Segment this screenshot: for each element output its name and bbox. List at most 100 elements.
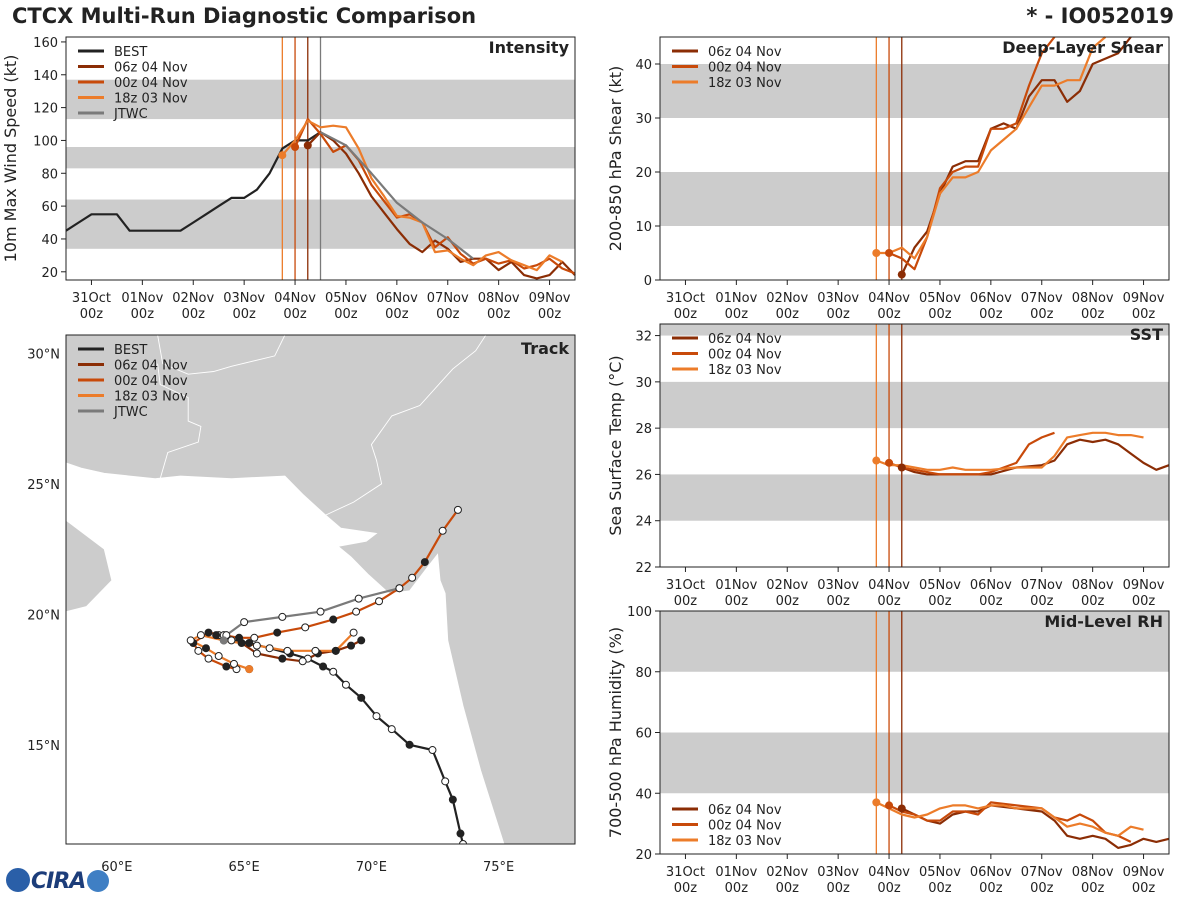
track-point-06z-04-nov (278, 654, 287, 663)
x-tick-label: 04Nov (868, 291, 910, 306)
track-point-best (329, 667, 338, 676)
track-point-jtwc (278, 612, 287, 621)
series-jtwc (319, 131, 474, 260)
x-tick-sublabel: 00z (1132, 307, 1156, 322)
panel-title: Intensity (489, 38, 570, 57)
x-tick-sublabel: 00z (826, 881, 850, 896)
track-point-00z-04-nov (301, 623, 310, 632)
x-tick-sublabel: 00z (538, 307, 562, 322)
track-point-00z-04-nov (204, 628, 213, 637)
legend-label-00z-04-nov: 00z 04 Nov (708, 819, 782, 834)
x-tick-sublabel: 00z (232, 307, 256, 322)
legend-label-06z-04-nov: 06z 04 Nov (708, 332, 782, 347)
plot-frame (65, 36, 576, 281)
plot-frame (65, 334, 576, 845)
x-tick-label: 04Nov (274, 291, 316, 306)
x-tick-label: 03Nov (223, 291, 265, 306)
x-tick-label: 05Nov (325, 291, 367, 306)
y-tick-label: 32 (635, 330, 652, 345)
x-tick-label: 01Nov (715, 865, 757, 880)
legend-label-00z-04-nov: 00z 04 Nov (114, 374, 188, 389)
track-point-06z-04-nov (357, 636, 366, 645)
legend-label-best: BEST (114, 343, 147, 358)
x-tick-sublabel: 00z (674, 881, 698, 896)
x-tick-label: 05Nov (919, 865, 961, 880)
logo-swoosh-icon (87, 870, 110, 892)
track-point-00z-04-nov (438, 526, 447, 535)
panel-title: Deep-Layer Shear (1002, 38, 1163, 57)
x-tick-sublabel: 00z (877, 594, 901, 609)
land-oman (66, 519, 113, 613)
shade-band (660, 732, 1169, 794)
x-tick-sublabel: 00z (385, 307, 409, 322)
legend-label-18z-03-nov: 18z 03 Nov (708, 76, 782, 91)
track-point-00z-04-nov (453, 505, 462, 514)
shade-band (660, 172, 1169, 226)
track-point-jtwc (395, 584, 404, 593)
x-tick-sublabel: 00z (1081, 307, 1105, 322)
track-point-18z-03-nov (201, 644, 210, 653)
lat-tick-label: 15°N (27, 739, 60, 754)
track-jtwc (225, 587, 400, 637)
y-tick-label: 40 (635, 58, 652, 73)
x-tick-sublabel: 00z (80, 307, 104, 322)
track-start-18z-03-nov (245, 665, 254, 674)
x-tick-label: 09Nov (529, 291, 571, 306)
marker-18z-03-nov (278, 151, 287, 160)
chart-title: CTCX Multi-Run Diagnostic Comparison (12, 4, 477, 28)
track-point-best (387, 725, 396, 734)
series-best (65, 131, 322, 232)
legend-label-00z-04-nov: 00z 04 Nov (708, 348, 782, 363)
series-18z-03-nov (876, 36, 1107, 260)
x-tick-label: 02Nov (766, 865, 808, 880)
x-tick-label: 06Nov (970, 865, 1012, 880)
track-point-best (319, 662, 328, 671)
lon-tick-label: 65°E (229, 860, 260, 875)
x-tick-sublabel: 00z (725, 881, 749, 896)
x-tick-label: 02Nov (766, 291, 808, 306)
y-tick-label: 24 (635, 515, 652, 530)
plot-area (660, 324, 1169, 567)
track-point-00z-04-nov (273, 628, 282, 637)
x-tick-label: 08Nov (478, 291, 520, 306)
x-tick-label: 02Nov (766, 578, 808, 593)
legend-label-18z-03-nov: 18z 03 Nov (708, 363, 782, 378)
x-tick-sublabel: 00z (826, 307, 850, 322)
x-tick-sublabel: 00z (1081, 881, 1105, 896)
legend-label-06z-04-nov: 06z 04 Nov (114, 359, 188, 374)
x-tick-label: 05Nov (919, 291, 961, 306)
legend-label-06z-04-nov: 06z 04 Nov (708, 45, 782, 60)
x-tick-sublabel: 00z (776, 881, 800, 896)
shade-band (660, 381, 1169, 429)
track-point-18z-03-nov (283, 646, 292, 655)
x-tick-sublabel: 00z (674, 307, 698, 322)
track-point-jtwc (354, 594, 363, 603)
panel-title: SST (1130, 325, 1163, 344)
country-border (157, 363, 202, 479)
track-point-best (245, 639, 254, 648)
track-point-00z-04-nov (420, 558, 429, 567)
x-tick-label: 05Nov (919, 578, 961, 593)
x-tick-sublabel: 00z (979, 881, 1003, 896)
x-tick-sublabel: 00z (1081, 594, 1105, 609)
track-point-06z-04-nov (347, 641, 356, 650)
x-tick-sublabel: 00z (776, 307, 800, 322)
lon-tick-label: 75°E (483, 860, 514, 875)
x-tick-label: 31Oct (666, 291, 705, 306)
track-point-jtwc (316, 607, 325, 616)
x-tick-sublabel: 00z (725, 594, 749, 609)
lon-tick-label: 70°E (356, 860, 387, 875)
panel-intensity: 2040608010012014016031Oct00z01Nov00z02No… (1, 36, 576, 322)
y-tick-label: 22 (635, 561, 652, 576)
x-tick-sublabel: 00z (776, 594, 800, 609)
plot-frame (659, 323, 1170, 568)
panel-title: Track (521, 339, 569, 358)
y-tick-label: 10 (635, 220, 652, 235)
y-axis-label: 200-850 hPa Shear (kt) (606, 66, 625, 252)
y-axis-label: Sea Surface Temp (°C) (606, 355, 625, 535)
x-tick-sublabel: 00z (1030, 881, 1054, 896)
marker-18z-03-nov (872, 249, 881, 257)
y-tick-label: 40 (41, 233, 58, 248)
lat-tick-label: 30°N (27, 347, 60, 362)
